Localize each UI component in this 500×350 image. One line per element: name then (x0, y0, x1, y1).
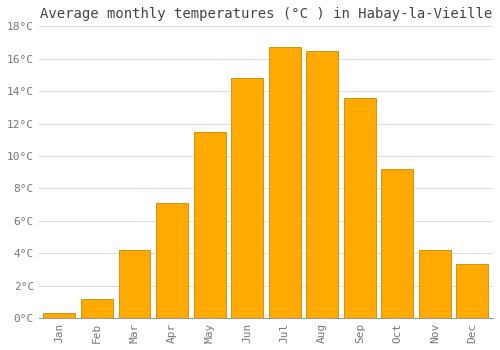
Bar (456, 265, 488, 318)
Bar (306, 51, 338, 318)
Bar (156, 203, 188, 318)
Bar (231, 78, 263, 318)
Bar (344, 98, 376, 318)
Bar (382, 169, 414, 318)
Bar (268, 47, 300, 318)
Bar (44, 313, 76, 318)
Bar (81, 299, 113, 318)
Bar (419, 250, 451, 318)
Bar (118, 250, 150, 318)
Bar (194, 132, 226, 318)
Title: Average monthly temperatures (°C ) in Habay-la-Vieille: Average monthly temperatures (°C ) in Ha… (40, 7, 492, 21)
